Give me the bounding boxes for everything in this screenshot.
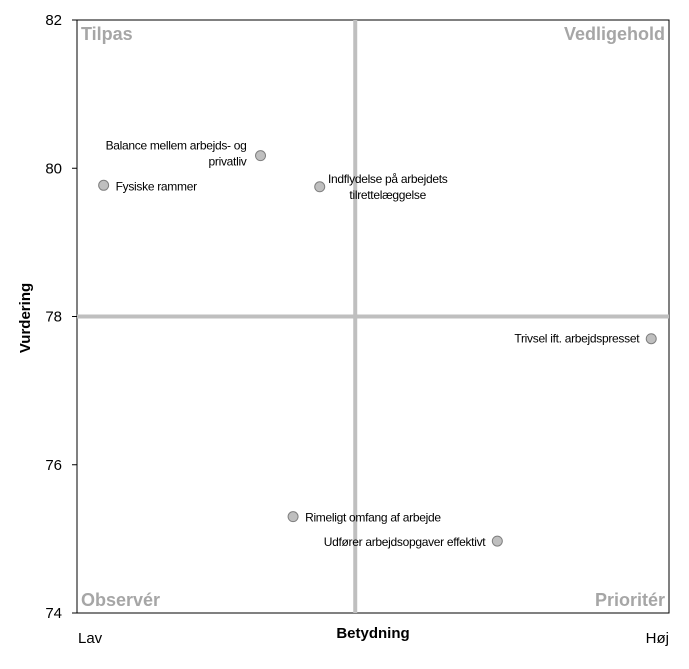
x-axis-high-label: Høj bbox=[646, 630, 669, 647]
quadrant-label-bottom-left: Observér bbox=[81, 590, 160, 610]
data-point[interactable] bbox=[255, 150, 267, 162]
data-point[interactable] bbox=[645, 333, 657, 345]
y-axis-title: Vurdering bbox=[17, 283, 34, 353]
quadrant-label-top-left: Tilpas bbox=[81, 24, 133, 44]
data-point-label: Udfører arbejdsopgaver effektivt bbox=[324, 535, 487, 549]
x-axis-low-label: Lav bbox=[78, 630, 103, 647]
data-point[interactable] bbox=[287, 511, 299, 523]
y-tick-label: 82 bbox=[45, 12, 62, 29]
quadrant-label-bottom-right: Prioritér bbox=[595, 590, 665, 610]
data-point[interactable] bbox=[491, 535, 503, 547]
data-point-label: Indflydelse på arbejdets tilrettelæggelse bbox=[328, 172, 448, 202]
data-point-label: Fysiske rammer bbox=[116, 179, 197, 193]
data-point-label: Trivsel ift. arbejdspresset bbox=[514, 332, 640, 346]
quadrant-label-top-right: Vedligehold bbox=[564, 24, 665, 44]
y-tick-label: 80 bbox=[45, 160, 62, 177]
data-point[interactable] bbox=[98, 179, 110, 191]
y-tick-label: 78 bbox=[45, 309, 62, 326]
data-point[interactable] bbox=[314, 181, 326, 193]
data-point-label: Balance mellem arbejds- og privatliv bbox=[106, 139, 247, 169]
y-tick-label: 74 bbox=[45, 605, 62, 622]
y-tick-label: 76 bbox=[45, 457, 62, 474]
x-axis-title: Betydning bbox=[336, 625, 409, 642]
data-point-label: Rimeligt omfang af arbejde bbox=[305, 511, 441, 525]
